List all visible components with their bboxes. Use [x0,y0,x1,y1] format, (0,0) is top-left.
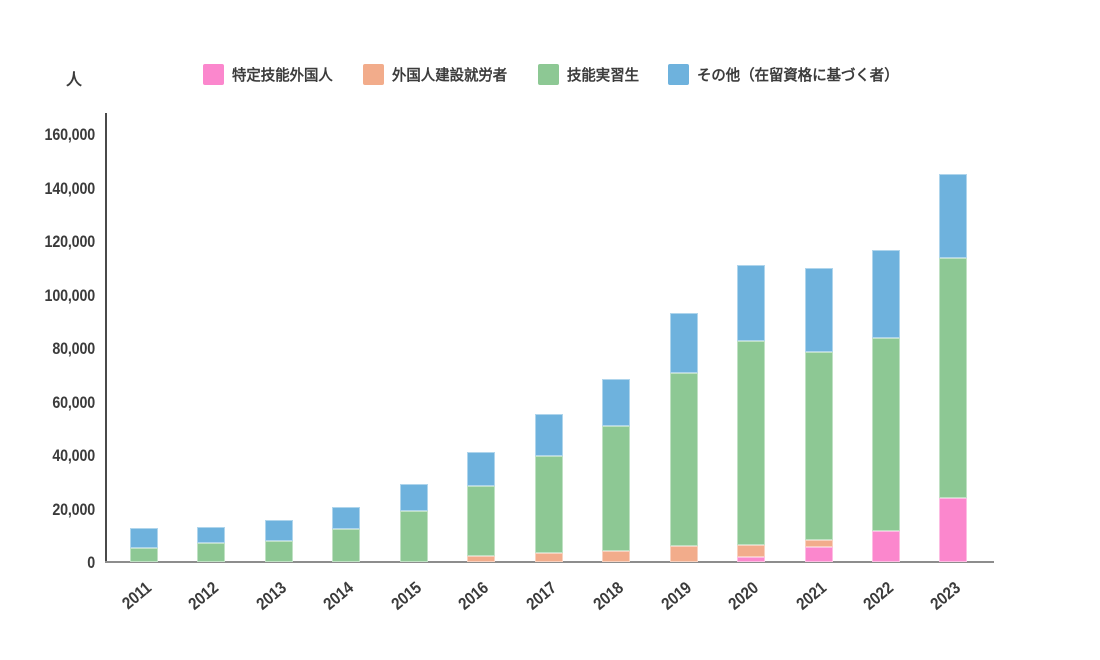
bar-segment-2017 [534,553,563,562]
legend-swatch-icon [362,64,384,85]
legend-label: 技能実習生 [567,67,640,84]
legend-swatch-icon [668,64,690,85]
x-tick-label-2017: 2017 [522,577,560,614]
bar-2017 [534,414,563,562]
bar-segment-2017 [534,455,563,554]
bar-segment-2023 [939,258,968,499]
y-tick-label: 140,000 [44,178,96,198]
y-tick-label: 120,000 [44,232,96,251]
legend-swatch-icon [202,64,224,85]
legend-label: 特定技能外国人 [231,67,333,84]
x-tick-label-2016: 2016 [455,577,493,614]
bar-2022 [871,249,900,562]
bar-segment-2011 [130,527,158,549]
bar-segment-2016 [467,452,496,486]
bar-segment-2013 [264,520,293,541]
y-tick-label: 0 [87,553,95,572]
legend-label: 外国人建設就労者 [391,67,508,84]
legend-swatch-icon [538,64,559,85]
bar-segment-2020 [737,265,766,342]
bar-2020 [737,265,766,562]
x-tick-label-2021: 2021 [792,577,830,614]
bar-2016 [467,452,496,562]
bar-segment-2014 [332,507,361,530]
bar-segment-2019 [669,373,698,547]
bar-2018 [602,378,631,562]
legend-item-2: 技能実習生 [538,64,642,85]
legend-item-1: 外国人建設就労者 [362,64,512,85]
bar-segment-2015 [399,510,428,562]
y-tick-label: 20,000 [52,499,95,519]
bar-segment-2021 [804,267,833,352]
y-axis-unit-label: 人 [66,72,83,89]
bar-segment-2016 [467,485,496,557]
bar-segment-2012 [197,526,226,544]
bar-segment-2020 [737,557,766,562]
x-tick-label-2019: 2019 [657,577,695,614]
legend-item-0: 特定技能外国人 [202,64,337,85]
x-tick-label-2013: 2013 [252,577,291,614]
legend-label: その他（在留資格に基づく者） [697,67,899,84]
x-tick-label-2015: 2015 [387,577,426,614]
y-axis-line [105,113,107,563]
bar-2013 [264,520,293,562]
x-tick-label-2022: 2022 [860,577,898,614]
bar-segment-2016 [467,556,496,562]
bar-segment-2017 [534,414,563,456]
x-tick-label-2018: 2018 [590,577,628,614]
x-tick-label-2023: 2023 [927,577,965,614]
x-tick-label-2012: 2012 [185,577,223,614]
y-tick-label: 40,000 [52,446,95,465]
bar-segment-2022 [871,249,900,338]
bar-segment-2019 [669,312,698,374]
bar-segment-2023 [939,174,968,259]
y-tick-label: 60,000 [52,392,95,412]
bar-segment-2022 [871,337,900,532]
x-axis-line [105,561,994,563]
bar-segment-2018 [602,550,631,562]
bar-segment-2011 [130,548,158,562]
bar-segment-2019 [669,546,698,562]
bar-2014 [332,507,361,562]
bar-segment-2015 [399,484,428,511]
x-tick-label-2014: 2014 [320,577,358,614]
bar-segment-2021 [804,547,833,562]
legend: 特定技能外国人 外国人建設就労者 技能実習生 その他（在留資格に基づく者） [105,64,1005,85]
bar-segment-2021 [804,539,833,548]
y-tick-label: 100,000 [44,285,96,305]
bar-segment-2022 [871,531,900,562]
bar-2015 [399,484,428,562]
bar-segment-2018 [602,378,631,427]
x-tick-label-2011: 2011 [118,578,155,614]
bar-2021 [804,267,833,562]
bar-segment-2012 [197,543,226,562]
bar-segment-2020 [737,545,766,558]
legend-item-3: その他（在留資格に基づく者） [668,64,907,85]
bar-segment-2021 [804,351,833,540]
bar-2012 [197,526,226,562]
bar-2023 [939,174,968,562]
bar-segment-2014 [332,529,361,562]
bar-segment-2013 [264,540,293,562]
bar-2011 [130,527,158,562]
y-tick-label: 160,000 [44,125,96,144]
bar-segment-2018 [602,426,631,551]
bar-2019 [669,312,698,562]
y-tick-label: 80,000 [52,339,95,358]
bar-segment-2023 [939,498,968,562]
bar-segment-2020 [737,341,766,546]
x-tick-label-2020: 2020 [725,577,763,614]
